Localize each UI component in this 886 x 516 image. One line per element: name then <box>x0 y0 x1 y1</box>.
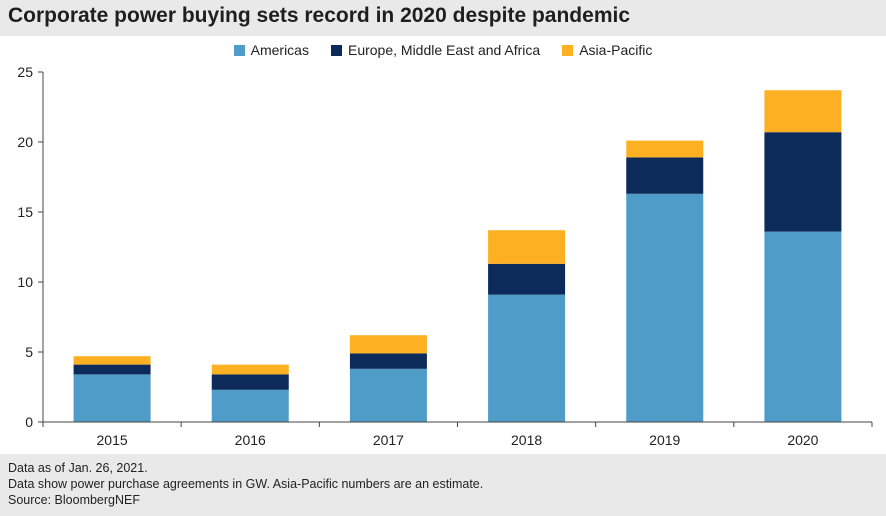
bar-segment-emea-2019 <box>626 157 704 194</box>
bar-segment-emea-2015 <box>73 364 151 375</box>
legend-item-apac: Asia-Pacific <box>562 42 652 58</box>
bar-segment-americas-2020 <box>764 231 842 422</box>
x-tick-label: 2015 <box>97 432 128 448</box>
bar-segment-apac-2018 <box>488 230 566 264</box>
bar-segment-emea-2017 <box>349 353 427 369</box>
bar-segment-americas-2018 <box>488 294 566 422</box>
chart-title: Corporate power buying sets record in 20… <box>8 4 631 27</box>
bar-segment-emea-2016 <box>211 374 289 390</box>
bar-segment-emea-2018 <box>488 263 566 295</box>
x-tick-label: 2018 <box>511 432 542 448</box>
footnote-source: Source: BloombergNEF <box>8 493 141 507</box>
y-tick-label: 0 <box>25 414 33 430</box>
bar-segment-americas-2017 <box>349 368 427 422</box>
legend-label-emea: Europe, Middle East and Africa <box>347 42 541 58</box>
legend-swatch-apac <box>562 44 574 56</box>
y-tick-label: 20 <box>17 134 33 150</box>
footnotes: Data as of Jan. 26, 2021. Data show powe… <box>8 460 483 508</box>
bar-segment-americas-2016 <box>211 389 289 422</box>
x-tick-label: 2020 <box>787 432 818 448</box>
bar-segment-americas-2019 <box>626 193 704 422</box>
y-tick-label: 5 <box>25 344 33 360</box>
legend-label-apac: Asia-Pacific <box>579 42 653 58</box>
x-tick-label: 2017 <box>373 432 404 448</box>
x-tick-label: 2016 <box>235 432 266 448</box>
bar-segment-apac-2015 <box>73 356 151 365</box>
x-tick-label: 2019 <box>649 432 680 448</box>
bar-segment-americas-2015 <box>73 374 151 422</box>
y-tick-label: 15 <box>17 204 33 220</box>
legend-item-americas: Americas <box>233 42 309 58</box>
y-tick-label: 10 <box>17 274 33 290</box>
legend-swatch-americas <box>233 44 245 56</box>
y-tick-label: 25 <box>17 64 33 80</box>
bar-segment-emea-2020 <box>764 132 842 232</box>
bar-segment-apac-2019 <box>626 140 704 158</box>
legend-label-americas: Americas <box>250 42 309 58</box>
footnote-description: Data show power purchase agreements in G… <box>8 477 484 491</box>
bar-segment-apac-2016 <box>211 364 289 375</box>
bar-segment-apac-2020 <box>764 90 842 133</box>
legend-item-emea: Europe, Middle East and Africa <box>330 42 541 58</box>
footnote-date: Data as of Jan. 26, 2021. <box>8 461 148 475</box>
bar-segment-apac-2017 <box>349 335 427 354</box>
legend-swatch-emea <box>330 44 342 56</box>
legend: Americas Europe, Middle East and Africa … <box>0 42 886 58</box>
